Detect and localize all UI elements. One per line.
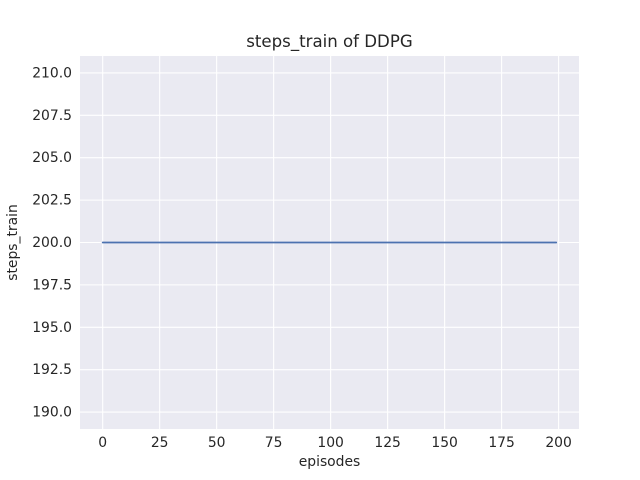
y-tick-label: 197.5 bbox=[32, 277, 72, 293]
x-tick-label: 25 bbox=[151, 435, 169, 451]
x-tick-label: 50 bbox=[208, 435, 226, 451]
x-tick-label: 175 bbox=[488, 435, 515, 451]
y-tick-label: 210.0 bbox=[32, 65, 72, 81]
x-tick-label: 0 bbox=[98, 435, 107, 451]
y-tick-label: 200.0 bbox=[32, 235, 72, 251]
x-tick-label: 75 bbox=[265, 435, 283, 451]
y-tick-label: 190.0 bbox=[32, 405, 72, 421]
y-tick-label: 205.0 bbox=[32, 150, 72, 166]
chart-title: steps_train of DDPG bbox=[246, 32, 412, 52]
y-axis-label: steps_train bbox=[5, 204, 21, 281]
x-tick-label: 100 bbox=[317, 435, 344, 451]
y-tick-label: 192.5 bbox=[32, 362, 72, 378]
y-tick-label: 207.5 bbox=[32, 108, 72, 124]
x-axis-label: episodes bbox=[299, 454, 361, 470]
y-tick-label: 202.5 bbox=[32, 193, 72, 209]
x-tick-label: 150 bbox=[431, 435, 458, 451]
y-tick-label: 195.0 bbox=[32, 320, 72, 336]
x-tick-label: 200 bbox=[545, 435, 572, 451]
x-tick-label: 125 bbox=[374, 435, 401, 451]
